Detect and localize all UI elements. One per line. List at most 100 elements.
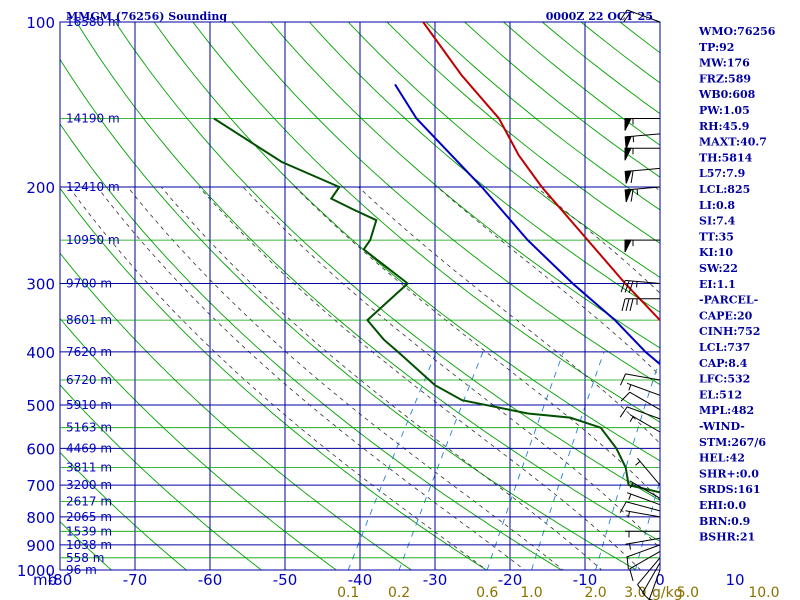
stat-line: KI:10: [699, 246, 733, 259]
stat-line: LI:0.8: [699, 199, 735, 212]
temperature-tick: -70: [123, 571, 148, 589]
dry-adiabats: [0, 10, 800, 582]
wind-barb: [624, 239, 660, 253]
stats-panel: WMO:76256 TP:92 MW:176 FRZ:589 WB0:608 PW:1.0…: [698, 25, 776, 544]
wind-barb: [620, 279, 661, 293]
stat-line: TT:35: [699, 230, 734, 243]
dry-adiabat-15: [153, 22, 660, 462]
pressure-tick-1000: 1000: [17, 562, 55, 580]
stat-line: RH:45.9: [699, 120, 749, 133]
dry-adiabat-31: [758, 10, 800, 582]
dry-adiabat-18: [270, 22, 660, 349]
mixing-ratio-label: 10.0: [748, 585, 779, 600]
pressure-tick-300: 300: [26, 276, 55, 294]
wind-barb: [619, 9, 661, 23]
temperature-tick: -30: [423, 571, 448, 589]
dry-adiabat-13: [75, 22, 660, 542]
pressure-tick-100: 100: [26, 14, 55, 32]
wind-barb: [629, 480, 661, 499]
stat-line: LCL:737: [699, 341, 750, 354]
stat-line: FRZ:589: [699, 72, 751, 85]
stat-line: LFC:532: [699, 373, 750, 386]
stat-line: LCL:825: [699, 183, 750, 196]
temperature-tick: -10: [573, 571, 598, 589]
wind-barb: [624, 133, 661, 150]
wind-barb: [629, 414, 661, 433]
mixing-ratio-label: 0.6: [476, 585, 498, 600]
sounding-traces: [213, 22, 660, 494]
wind-barb: [626, 544, 661, 570]
moist-adiabat-3: [160, 186, 603, 570]
stat-line: TP:92: [699, 41, 734, 54]
height-label: 3200 m: [66, 478, 112, 492]
temperature-tick: -50: [273, 571, 298, 589]
dry-adiabat-11: [60, 123, 563, 570]
temperature-tick: -80: [48, 571, 73, 589]
height-label: 3811 m: [66, 461, 112, 475]
temperature-tick: 0: [655, 571, 665, 589]
height-label: 5163 m: [66, 421, 112, 435]
temperature-trace: [422, 22, 660, 322]
mixing-unit-label: g/kg: [652, 585, 683, 600]
wind-barb: [620, 391, 661, 411]
height-label: 7620 m: [66, 345, 112, 359]
stat-line: PW:1.05: [699, 104, 750, 117]
dry-adiabat-9: [60, 252, 413, 570]
wind-barb: [624, 167, 661, 184]
moist-adiabat-11: [775, 187, 800, 582]
pressure-tick-500: 500: [26, 397, 55, 415]
stat-line: STM:267/6: [699, 436, 766, 449]
height-label: 8601 m: [66, 313, 112, 327]
pressure-tick-600: 600: [26, 440, 55, 458]
pressure-tick-900: 900: [26, 537, 55, 555]
wind-barb: [629, 550, 661, 581]
wind-barb: [624, 147, 660, 161]
stat-line: SI:7.4: [699, 215, 736, 228]
stat-line: WB0:608: [698, 88, 756, 101]
stat-line: BRN:0.9: [699, 515, 750, 528]
mixing-ratio-lines: [347, 351, 660, 570]
wind-barb: [624, 186, 661, 203]
stat-line: EHI:0.0: [699, 499, 746, 512]
wind-barb: [625, 537, 661, 550]
height-label: 14190 m: [66, 112, 120, 126]
mixing-ratio-label: 0.1: [337, 585, 359, 600]
axis-labels: 0.10.20.61.02.03.05.010.020.030100090080…: [17, 14, 780, 600]
stat-line: CAPE:20: [699, 309, 753, 322]
wind-barbs: [619, 9, 661, 600]
stat-line: EI:1.1: [699, 278, 736, 291]
stat-line: HEL:42: [699, 452, 745, 465]
stat-line: MW:176: [699, 57, 750, 70]
dry-adiabat-32: [796, 10, 800, 582]
dry-adiabat-17: [231, 22, 660, 386]
wind-barb: [635, 457, 661, 486]
stat-line: TH:5814: [699, 151, 753, 164]
sounding-time: 0000Z 22 OCT 25: [546, 10, 653, 23]
height-label: 9700 m: [66, 277, 112, 291]
height-label: 1038 m: [66, 538, 112, 552]
height-label: 6720 m: [66, 373, 112, 387]
dry-adiabat-26: [580, 22, 660, 84]
wind-barb: [648, 569, 661, 600]
height-label: 1539 m: [66, 524, 112, 538]
moist-adiabat-4: [198, 186, 642, 570]
dry-adiabat-12: [60, 58, 638, 570]
pressure-tick-400: 400: [26, 344, 55, 362]
height-label: 16580 m: [66, 15, 120, 29]
wind-barb: [620, 373, 661, 386]
mixing-ratio-label: 2.0: [584, 585, 606, 600]
wind-barb: [624, 117, 660, 131]
dry-adiabat-19: [308, 22, 660, 313]
mixing-ratio-line-5: [634, 479, 660, 570]
dry-adiabat-4: [0, 10, 48, 582]
wind-barb: [626, 492, 661, 506]
wind-barb: [621, 298, 660, 311]
stat-line: CINH:752: [699, 325, 760, 338]
height-label: 96 m: [66, 563, 97, 577]
stat-line: MPL:482: [699, 404, 754, 417]
pressure-tick-200: 200: [26, 179, 55, 197]
mixing-ratio-label: 1.0: [520, 585, 542, 600]
height-label: 558 m: [66, 551, 104, 565]
dry-adiabat-6: [60, 451, 188, 570]
